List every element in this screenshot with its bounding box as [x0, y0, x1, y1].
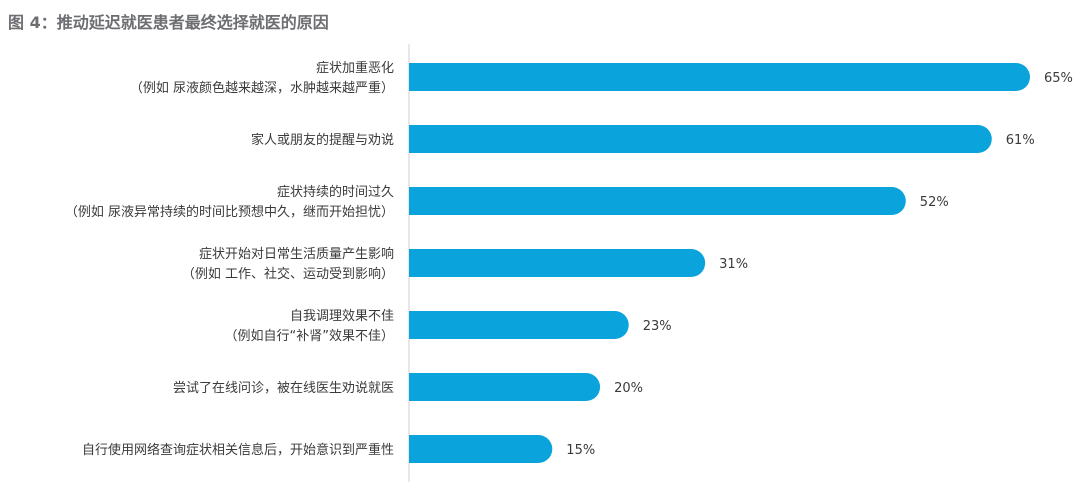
chart-title: 图 4：推动延迟就医患者最终选择就医的原因: [8, 13, 329, 32]
value-label-6: 15%: [566, 443, 595, 458]
value-label-4: 23%: [643, 319, 672, 334]
category-label-line: 症状持续的时间过久: [277, 184, 394, 200]
bar-4: [409, 311, 629, 339]
value-label-0: 65%: [1044, 71, 1073, 86]
category-label-line: 家人或朋友的提醒与劝说: [251, 132, 394, 148]
category-label-line: 自我调理效果不佳: [290, 309, 394, 324]
category-label-3: 症状开始对日常生活质量产生影响 （例如 工作、社交、运动受到影响）: [182, 246, 394, 282]
value-labels: 65% 61% 52% 31% 23% 20% 15%: [566, 71, 1073, 458]
category-label-line: 症状加重恶化: [316, 60, 394, 76]
category-label-line: 症状开始对日常生活质量产生影响: [199, 246, 394, 262]
category-label-line: 自行使用网络查询症状相关信息后，开始意识到严重性: [82, 442, 394, 458]
category-labels: 症状加重恶化（例如 尿液颜色越来越深，水肿越来越严重）家人或朋友的提醒与劝说症状…: [65, 60, 394, 458]
category-label-line: （例如自行“补肾”效果不佳）: [225, 328, 394, 344]
value-label-2: 52%: [920, 195, 949, 210]
bar-5: [409, 373, 601, 402]
value-label-5: 20%: [614, 381, 643, 396]
category-label-0: 症状加重恶化 （例如 尿液颜色越来越深，水肿越来越严重）: [130, 60, 394, 96]
bar-3: [409, 249, 706, 277]
category-label-6: 自行使用网络查询症状相关信息后，开始意识到严重性: [82, 442, 394, 458]
category-label-line: （例如 尿液颜色越来越深，水肿越来越严重）: [130, 80, 394, 96]
bar-1: [409, 125, 992, 153]
value-label-3: 31%: [719, 257, 748, 272]
bar-6: [409, 435, 553, 463]
bars-group: [409, 63, 1030, 463]
category-label-2: 症状持续的时间过久 （例如 尿液异常持续的时间比预想中久，继而开始担忧）: [65, 184, 394, 220]
category-label-line: 尝试了在线问诊，被在线医生劝说就医: [173, 381, 394, 396]
bar-0: [409, 63, 1030, 91]
category-label-4: 自我调理效果不佳 （例如自行“补肾”效果不佳）: [225, 309, 394, 344]
bar-2: [409, 187, 906, 215]
category-label-5: 尝试了在线问诊，被在线医生劝说就医: [173, 381, 394, 396]
category-label-line: （例如 尿液异常持续的时间比预想中久，继而开始担忧）: [65, 204, 394, 220]
value-label-1: 61%: [1006, 133, 1035, 148]
category-label-1: 家人或朋友的提醒与劝说: [251, 132, 394, 148]
category-label-line: （例如 工作、社交、运动受到影响）: [182, 266, 394, 282]
